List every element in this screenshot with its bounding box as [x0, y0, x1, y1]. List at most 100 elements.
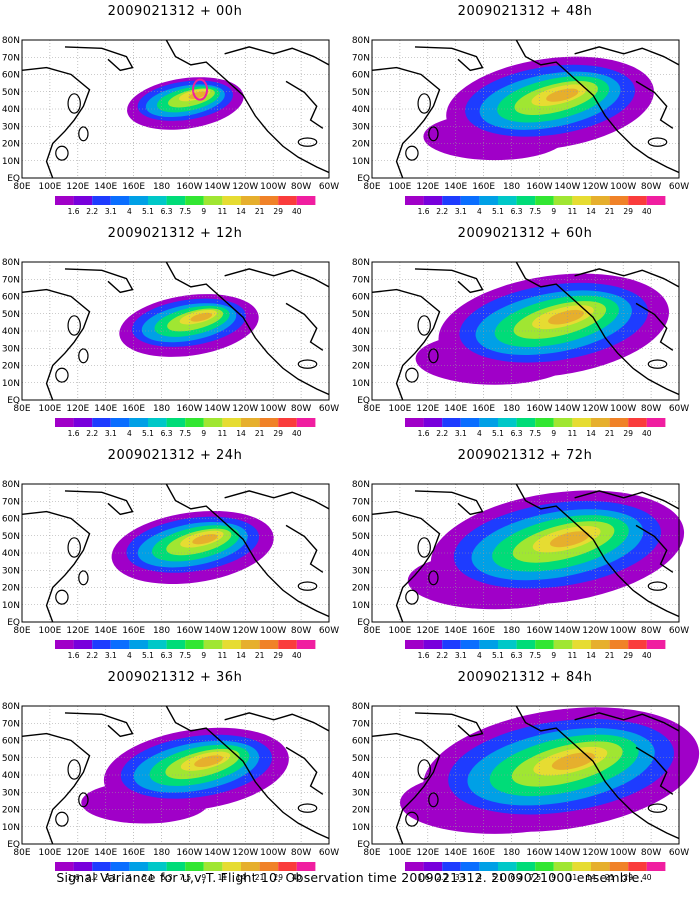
- lat-tick-label: 80N: [2, 702, 20, 712]
- colorbar-label: 2.2: [86, 207, 98, 216]
- colorbar-label: 3.1: [455, 651, 467, 660]
- lat-tick-label: 40N: [352, 105, 370, 115]
- lat-tick-label: 40N: [352, 771, 370, 781]
- lon-tick-label: 140W: [204, 848, 230, 858]
- colorbar-swatch: [110, 196, 130, 205]
- lon-tick-label: 80E: [13, 626, 30, 636]
- colorbar-swatch: [166, 862, 186, 871]
- colorbar-label: 9: [201, 429, 206, 438]
- colorbar-swatch: [185, 862, 204, 871]
- colorbar-swatch: [553, 862, 573, 871]
- island-outline: [428, 792, 439, 808]
- island-outline: [78, 348, 89, 364]
- lon-tick-label: 140E: [444, 182, 467, 192]
- colorbar-label: 14: [586, 207, 596, 216]
- colorbar-label: 4: [127, 207, 132, 216]
- colorbar-swatch: [498, 196, 517, 205]
- lon-tick-label: 180: [153, 626, 170, 636]
- colorbar-swatch: [479, 418, 498, 427]
- colorbar-label: 14: [236, 207, 246, 216]
- colorbar-swatch: [516, 418, 536, 427]
- colorbar-swatch: [278, 418, 297, 427]
- island-outline: [78, 792, 89, 808]
- colorbar-label: 14: [586, 651, 596, 660]
- figure-caption: Signal Variance for u,v,T. Flight 10. Ob…: [56, 870, 644, 885]
- coastline: [574, 268, 680, 288]
- coastline: [515, 39, 680, 174]
- island-outline: [417, 93, 431, 114]
- lon-tick-label: 80E: [13, 404, 30, 414]
- colorbar-swatch: [479, 640, 498, 649]
- lat-tick-label: 80N: [2, 480, 20, 490]
- lon-tick-label: 140W: [554, 404, 580, 414]
- lon-tick-label: 140E: [94, 404, 117, 414]
- colorbar-label: 1.6: [418, 873, 430, 882]
- lat-tick-label: 30N: [352, 344, 370, 354]
- colorbar-swatch: [628, 862, 647, 871]
- lat-tick-label: 30N: [2, 344, 20, 354]
- colorbar-label: 21: [255, 873, 265, 882]
- colorbar-label: 21: [605, 429, 615, 438]
- island-outline: [55, 811, 69, 827]
- map-panel-48h: 2009021312 + 48h 80N 70N 60N 50N 40N 30N 20N 10…: [350, 0, 700, 220]
- colorbar-swatch: [148, 640, 167, 649]
- colorbar-label: 1.6: [418, 207, 430, 216]
- coastline: [64, 490, 134, 516]
- colorbar-label: 4: [477, 873, 482, 882]
- lon-tick-label: 60W: [669, 848, 689, 858]
- coastline: [515, 483, 680, 618]
- lat-tick-label: 10N: [2, 379, 20, 389]
- lat-tick-label: 40N: [352, 549, 370, 559]
- colorbar-swatch: [296, 862, 316, 871]
- lat-tick-label: EQ: [357, 174, 370, 184]
- colorbar-label: 1.6: [68, 873, 80, 882]
- lon-tick-label: 160W: [526, 626, 552, 636]
- variance-contour-high: [192, 534, 218, 545]
- lon-tick-label: 180: [503, 404, 520, 414]
- colorbar-swatch: [241, 418, 260, 427]
- lon-tick-label: 80E: [363, 404, 380, 414]
- colorbar-swatch: [405, 418, 424, 427]
- lon-tick-label: 100E: [388, 404, 411, 414]
- colorbar-swatch: [110, 862, 130, 871]
- lon-tick-label: 140E: [94, 182, 117, 192]
- colorbar-swatch: [516, 640, 536, 649]
- colorbar-swatch: [148, 862, 167, 871]
- island-outline: [297, 359, 318, 369]
- lon-tick-label: 60W: [669, 404, 689, 414]
- colorbar-label: 7.5: [179, 873, 191, 882]
- colorbar-label: 21: [605, 651, 615, 660]
- lon-tick-label: 160E: [122, 848, 145, 858]
- coastline: [574, 712, 680, 732]
- coastline: [635, 524, 674, 573]
- colorbar-label: 5.1: [492, 207, 504, 216]
- lon-tick-label: 140W: [204, 182, 230, 192]
- lon-tick-label: 60W: [319, 848, 339, 858]
- lat-tick-label: 80N: [352, 258, 370, 268]
- colorbar-label: 3.1: [105, 207, 117, 216]
- coastline: [64, 268, 134, 294]
- lat-tick-label: 20N: [352, 806, 370, 816]
- colorbar-label: 21: [255, 651, 265, 660]
- colorbar-label: 40: [292, 207, 302, 216]
- lon-tick-label: 100W: [610, 626, 636, 636]
- lon-tick-label: 120W: [232, 404, 258, 414]
- colorbar-swatch: [498, 640, 517, 649]
- variance-contour-high: [548, 309, 585, 325]
- colorbar-label: 6.3: [161, 429, 173, 438]
- lat-tick-label: EQ: [7, 396, 20, 406]
- map-frame: [21, 261, 330, 401]
- colorbar-swatch: [92, 640, 111, 649]
- coastline: [635, 746, 674, 795]
- colorbar-swatch: [572, 196, 591, 205]
- lat-tick-label: 20N: [352, 140, 370, 150]
- island-outline: [297, 137, 318, 147]
- map-panel-36h: 2009021312 + 36h 80N 70N 60N 50N 40N 30N 20N 10…: [0, 666, 350, 886]
- lon-tick-label: 180: [153, 848, 170, 858]
- colorbar-label: 29: [273, 429, 283, 438]
- coastline: [414, 46, 484, 72]
- colorbar-swatch: [405, 862, 424, 871]
- colorbar-label: 5.1: [142, 207, 154, 216]
- variance-peak-contour: [192, 78, 209, 101]
